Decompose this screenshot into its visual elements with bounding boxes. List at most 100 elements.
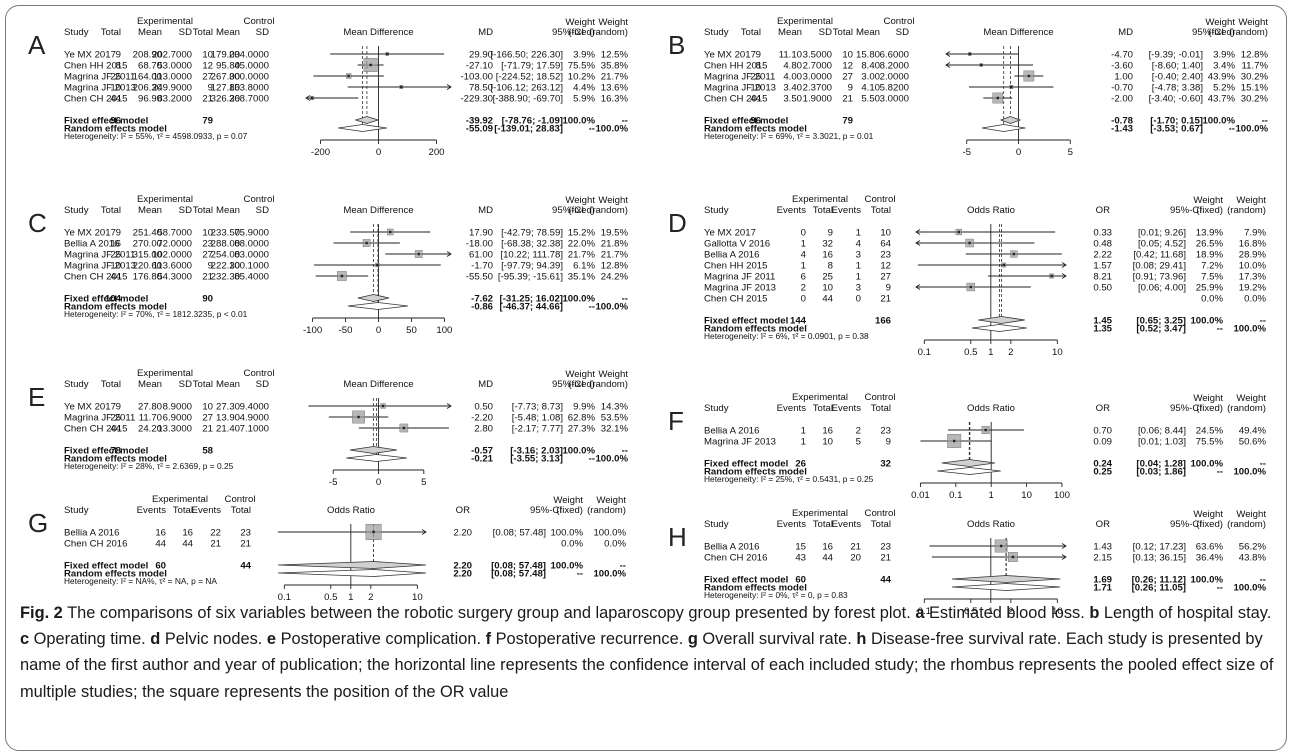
study-weight-fixed: 7.2% bbox=[1201, 261, 1223, 272]
study-cell: 53.0000 bbox=[157, 61, 192, 72]
study-cell: 44 bbox=[110, 424, 121, 435]
study-cell: 27 bbox=[202, 72, 213, 83]
study-name: Chen HH 2015 bbox=[704, 261, 767, 272]
fixed-weight-random: -- bbox=[622, 116, 628, 127]
study-ci-arrow bbox=[1061, 543, 1067, 549]
study-cell: 12 bbox=[880, 261, 891, 272]
study-cell: 9.4000 bbox=[240, 402, 269, 413]
study-cell: 4 bbox=[801, 250, 807, 261]
random-weight-random: 100.0% bbox=[595, 124, 628, 135]
study-cell: 5 bbox=[856, 437, 861, 448]
column-header-weight: Weight bbox=[598, 369, 628, 380]
study-cell: 2 bbox=[801, 283, 806, 294]
study-cell: 10 bbox=[822, 283, 833, 294]
column-header-effect: Mean Difference bbox=[343, 379, 413, 390]
random-estimate: -0.21 bbox=[471, 454, 494, 465]
x-axis-tick-label: 1 bbox=[989, 490, 994, 501]
panel-letter: C bbox=[28, 208, 47, 238]
study-point bbox=[968, 241, 971, 245]
group-header-control: Control bbox=[884, 16, 915, 27]
study-cell: 1 bbox=[801, 426, 806, 437]
column-header-weight: Weight bbox=[1205, 17, 1235, 28]
study-name: Magrina JF 2011 bbox=[64, 250, 135, 261]
group-header-experimental: Experimental bbox=[152, 494, 208, 505]
study-cell: 25 bbox=[822, 272, 833, 283]
study-name: Ye MX 2017 bbox=[64, 402, 116, 413]
study-ci-arrow bbox=[446, 84, 452, 90]
panel-d: D Experimental Control Study Events Total Even… bbox=[646, 192, 1286, 382]
study-weight-random: 24.2% bbox=[601, 272, 629, 283]
x-axis-tick-label: 10 bbox=[1052, 606, 1063, 617]
study-weight-random: 50.6% bbox=[1239, 437, 1267, 448]
study-name: Chen CH 2015 bbox=[704, 94, 767, 105]
study-cell: 3 bbox=[856, 250, 861, 261]
study-weight-fixed: 25.9% bbox=[1196, 283, 1224, 294]
study-estimate: -27.10 bbox=[466, 61, 493, 72]
study-weight-fixed: 43.7% bbox=[1208, 94, 1236, 105]
heterogeneity-text: Heterogeneity: I² = 0%, τ² = 0, p = 0.83 bbox=[704, 590, 848, 600]
study-name: Magrina JF 2013 bbox=[704, 283, 776, 294]
study-point bbox=[1002, 263, 1006, 267]
column-header: Total bbox=[193, 27, 213, 38]
fixed-model-label: Fixed effect model bbox=[704, 459, 788, 470]
column-header-weight: Weight bbox=[565, 17, 595, 28]
x-axis-tick-label: 0.1 bbox=[949, 490, 962, 501]
study-cell: 11.70 bbox=[139, 413, 162, 424]
study-cell: 3.5000 bbox=[803, 50, 832, 61]
study-estimate: 2.80 bbox=[474, 424, 493, 435]
study-weight-random: 7.9% bbox=[1244, 228, 1266, 239]
fixed-model-label: Fixed effect model bbox=[64, 116, 148, 127]
study-cell: 27.30 bbox=[216, 402, 240, 413]
study-cell: 16 bbox=[822, 542, 833, 553]
x-axis-tick-label: 0.5 bbox=[324, 592, 337, 603]
column-header-weight: Weight bbox=[565, 369, 595, 380]
column-header-estimate: MD bbox=[1118, 27, 1133, 38]
study-cell: 21 bbox=[850, 542, 861, 553]
study-ci: [0.42; 11.68] bbox=[1133, 250, 1186, 261]
random-ci: [-139.01; 28.83] bbox=[494, 124, 563, 135]
column-header-study: Study bbox=[64, 205, 89, 216]
x-axis-tick-label: 50 bbox=[406, 325, 417, 336]
study-weight-fixed: 75.5% bbox=[1196, 437, 1224, 448]
x-axis-tick-label: 0 bbox=[376, 477, 381, 488]
study-cell: 234.0000 bbox=[229, 50, 269, 61]
study-ci-arrow bbox=[915, 229, 921, 235]
column-header-study: Study bbox=[704, 519, 729, 530]
caption-intro: The comparisons of six variables between… bbox=[62, 604, 916, 622]
caption-text-d: Pelvic nodes. bbox=[160, 630, 267, 649]
study-name: Magrina JF 2011 bbox=[704, 72, 775, 83]
fixed-ci: [0.26; 11.12] bbox=[1132, 575, 1186, 586]
panel-g: G Experimental Control Study Events Total Even… bbox=[6, 492, 646, 603]
caption-key-g: g bbox=[687, 630, 698, 649]
column-header: Mean bbox=[856, 27, 880, 38]
fixed-weight-random: -- bbox=[622, 294, 628, 305]
fixed-model-label: Fixed effect model bbox=[64, 561, 148, 572]
study-cell: 44 bbox=[822, 294, 833, 305]
fixed-weight-random: -- bbox=[1260, 316, 1266, 327]
study-estimate: 78.50 bbox=[469, 83, 493, 94]
column-header: Events bbox=[192, 505, 222, 516]
study-ci: [-8.60; 1.40] bbox=[1152, 61, 1203, 72]
heterogeneity-text: Heterogeneity: I² = 28%, τ² = 2.6369, p … bbox=[64, 461, 234, 471]
fixed-weight-fixed: 100.0% bbox=[550, 561, 583, 572]
study-cell: 3.40 bbox=[783, 83, 802, 94]
study-cell: 21 bbox=[202, 424, 213, 435]
random-weight-fixed: -- bbox=[589, 454, 595, 465]
x-axis-tick-label: 1 bbox=[988, 347, 993, 358]
study-cell: 2.7000 bbox=[803, 61, 832, 72]
study-ci: [-68.38; 32.38] bbox=[501, 239, 563, 250]
fixed-weight-fixed: 100.0% bbox=[1202, 116, 1235, 127]
study-weight-fixed: 5.2% bbox=[1213, 83, 1235, 94]
x-axis-tick-label: -50 bbox=[339, 325, 353, 336]
column-header-estimate: MD bbox=[478, 205, 493, 216]
panel-h: H Experimental Control Study Events Total Even… bbox=[646, 506, 1286, 617]
x-axis-tick-label: 100 bbox=[1054, 490, 1070, 501]
x-axis-tick-label: 2 bbox=[1008, 347, 1013, 358]
study-ci-arrow bbox=[915, 284, 921, 290]
study-cell: 0 bbox=[801, 228, 806, 239]
column-header-random: (random) bbox=[1227, 205, 1266, 216]
random-ci: [-3.55; 3.13] bbox=[510, 454, 563, 465]
random-ci: [-3.53; 0.67] bbox=[1150, 124, 1203, 135]
study-weight-fixed: 6.1% bbox=[573, 261, 595, 272]
